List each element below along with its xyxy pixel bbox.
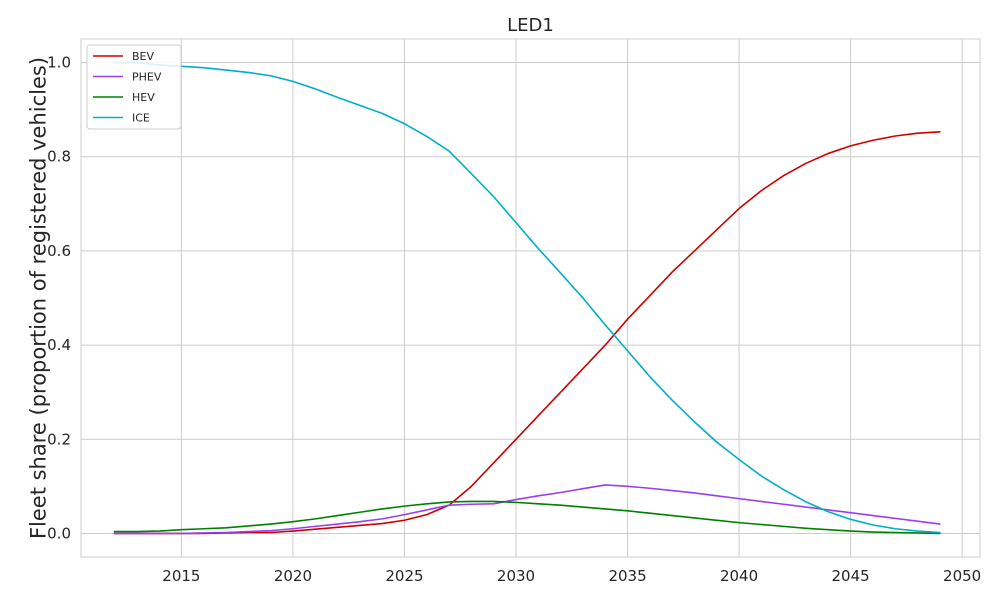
x-tick-label: 2030: [497, 567, 535, 585]
x-tick-label: 2015: [162, 567, 200, 585]
legend-label-hev: HEV: [132, 91, 155, 104]
legend-label-bev: BEV: [132, 50, 154, 63]
plot-area: [80, 38, 981, 558]
series-line-ice: [113, 61, 941, 534]
x-tick-label: 2040: [720, 567, 758, 585]
x-tick-label: 2020: [274, 567, 312, 585]
legend-label-phev: PHEV: [132, 71, 162, 84]
legend-label-ice: ICE: [132, 112, 150, 125]
y-tick-label: 0.4: [47, 336, 71, 354]
x-tick-label: 2050: [943, 567, 981, 585]
series-line-hev: [113, 500, 941, 535]
series-lines: [113, 61, 941, 535]
series-line-phev: [113, 484, 941, 535]
y-tick-labels: 0.0 0.2 0.4 0.6 0.8 1.0: [47, 54, 71, 543]
plot-frame: [80, 38, 981, 558]
x-tick-label: 2035: [608, 567, 646, 585]
y-tick-label: 0.2: [47, 430, 71, 448]
x-tick-labels: 2015 2020 2025 2030 2035 2040 2045 2050: [162, 567, 981, 585]
y-tick-label: 1.0: [47, 54, 71, 72]
y-axis-title: Fleet share (proportion of registered ve…: [26, 57, 50, 539]
y-tick-label: 0.0: [47, 524, 71, 542]
x-tick-label: 2025: [385, 567, 423, 585]
legend-box: [86, 44, 182, 130]
series-line-bev: [113, 130, 941, 535]
y-tick-label: 0.6: [47, 242, 71, 260]
legend: BEV PHEV HEV ICE: [86, 44, 182, 130]
x-tick-label: 2045: [832, 567, 870, 585]
chart-title: LED1: [507, 15, 554, 36]
y-tick-label: 0.8: [47, 148, 71, 166]
plot-background: [81, 39, 980, 557]
